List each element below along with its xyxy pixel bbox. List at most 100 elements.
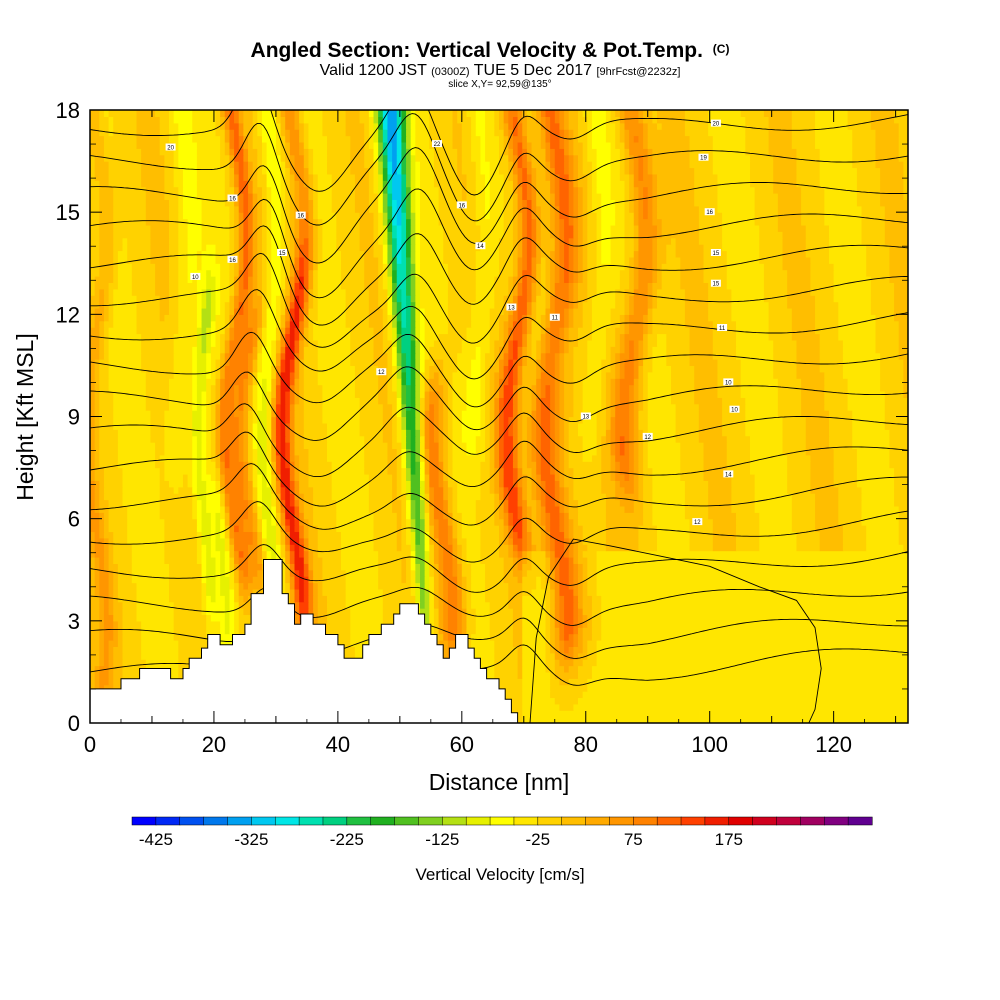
velocity-cell xyxy=(494,384,500,392)
velocity-cell xyxy=(210,429,217,437)
velocity-cell xyxy=(396,531,402,539)
velocity-cell xyxy=(345,301,370,309)
velocity-cell xyxy=(861,512,900,520)
velocity-cell xyxy=(220,461,226,469)
velocity-cell xyxy=(415,256,421,264)
velocity-cell xyxy=(736,531,760,539)
velocity-cell xyxy=(252,480,258,488)
velocity-cell xyxy=(419,537,426,545)
velocity-cell xyxy=(633,288,649,296)
velocity-cell xyxy=(503,371,509,379)
velocity-cell xyxy=(587,576,598,584)
velocity-cell xyxy=(833,282,872,290)
velocity-cell xyxy=(568,550,574,558)
velocity-cell xyxy=(698,435,728,443)
velocity-cell xyxy=(796,537,821,545)
velocity-cell xyxy=(271,397,277,405)
velocity-cell xyxy=(317,378,356,386)
velocity-cell xyxy=(196,531,203,539)
velocity-cell xyxy=(289,244,296,252)
velocity-cell xyxy=(220,620,226,628)
velocity-cell xyxy=(275,359,282,367)
velocity-cell xyxy=(624,327,630,335)
velocity-cell xyxy=(252,244,258,252)
velocity-cell xyxy=(536,416,542,424)
velocity-cell xyxy=(619,314,626,322)
velocity-cell xyxy=(289,314,296,322)
velocity-cell xyxy=(206,269,212,277)
velocity-cell xyxy=(257,525,263,533)
velocity-cell xyxy=(108,295,114,303)
velocity-cell xyxy=(257,461,268,469)
velocity-cell xyxy=(573,480,602,488)
velocity-cell xyxy=(299,505,305,513)
velocity-cell xyxy=(559,333,565,341)
velocity-cell xyxy=(396,422,402,430)
velocity-cell xyxy=(643,339,649,347)
velocity-cell xyxy=(573,384,584,392)
velocity-cell xyxy=(433,410,440,418)
velocity-cell xyxy=(257,442,268,450)
velocity-cell xyxy=(406,505,412,513)
velocity-cell xyxy=(554,378,561,386)
velocity-cell xyxy=(499,531,505,539)
velocity-cell xyxy=(415,378,421,386)
velocity-cell xyxy=(638,231,658,239)
velocity-cell xyxy=(694,371,719,379)
velocity-cell xyxy=(457,493,482,501)
velocity-cell xyxy=(406,480,412,488)
velocity-cell xyxy=(578,556,588,564)
velocity-cell xyxy=(201,461,207,469)
velocity-cell xyxy=(206,378,217,386)
velocity-cell xyxy=(461,627,468,635)
velocity-cell xyxy=(615,327,626,335)
velocity-cell xyxy=(164,537,198,545)
velocity-cell xyxy=(638,371,644,379)
velocity-cell xyxy=(485,371,491,379)
velocity-cell xyxy=(224,505,231,513)
velocity-cell xyxy=(564,276,570,284)
velocity-cell xyxy=(629,263,635,271)
velocity-cell xyxy=(447,448,454,456)
velocity-cell xyxy=(257,327,263,335)
velocity-cell xyxy=(224,327,231,335)
velocity-cell xyxy=(545,525,551,533)
velocity-cell xyxy=(224,352,231,360)
velocity-cell xyxy=(387,359,393,367)
velocity-cell xyxy=(670,237,677,245)
velocity-cell xyxy=(629,473,635,481)
velocity-cell xyxy=(410,384,416,392)
velocity-cell xyxy=(680,442,705,450)
velocity-cell xyxy=(559,442,565,450)
velocity-cell xyxy=(457,627,463,635)
velocity-cell xyxy=(536,276,542,284)
velocity-cell xyxy=(303,263,310,271)
velocity-cell xyxy=(443,512,449,520)
velocity-cell xyxy=(155,448,165,456)
velocity-cell xyxy=(280,569,286,577)
velocity-cell xyxy=(447,410,454,418)
plot-area: 2010161615161222161413111312201916151511… xyxy=(90,110,908,723)
velocity-cell xyxy=(94,493,100,501)
velocity-cell xyxy=(461,544,468,552)
velocity-cell xyxy=(582,307,593,315)
velocity-cell xyxy=(587,639,598,647)
velocity-cell xyxy=(633,442,640,450)
velocity-cell xyxy=(419,269,449,277)
velocity-cell xyxy=(419,582,426,590)
velocity-cell xyxy=(401,352,407,360)
velocity-cell xyxy=(531,544,537,552)
velocity-cell xyxy=(522,333,528,341)
velocity-cell xyxy=(485,403,491,411)
velocity-cell xyxy=(573,288,579,296)
velocity-cell xyxy=(461,525,482,533)
velocity-cell xyxy=(257,493,263,501)
velocity-cell xyxy=(587,563,598,571)
velocity-cell xyxy=(554,384,561,392)
velocity-cell xyxy=(261,499,272,507)
velocity-cell xyxy=(206,556,217,564)
velocity-cell xyxy=(494,429,500,437)
velocity-cell xyxy=(257,544,263,552)
velocity-cell xyxy=(257,550,263,558)
velocity-cell xyxy=(647,371,672,379)
